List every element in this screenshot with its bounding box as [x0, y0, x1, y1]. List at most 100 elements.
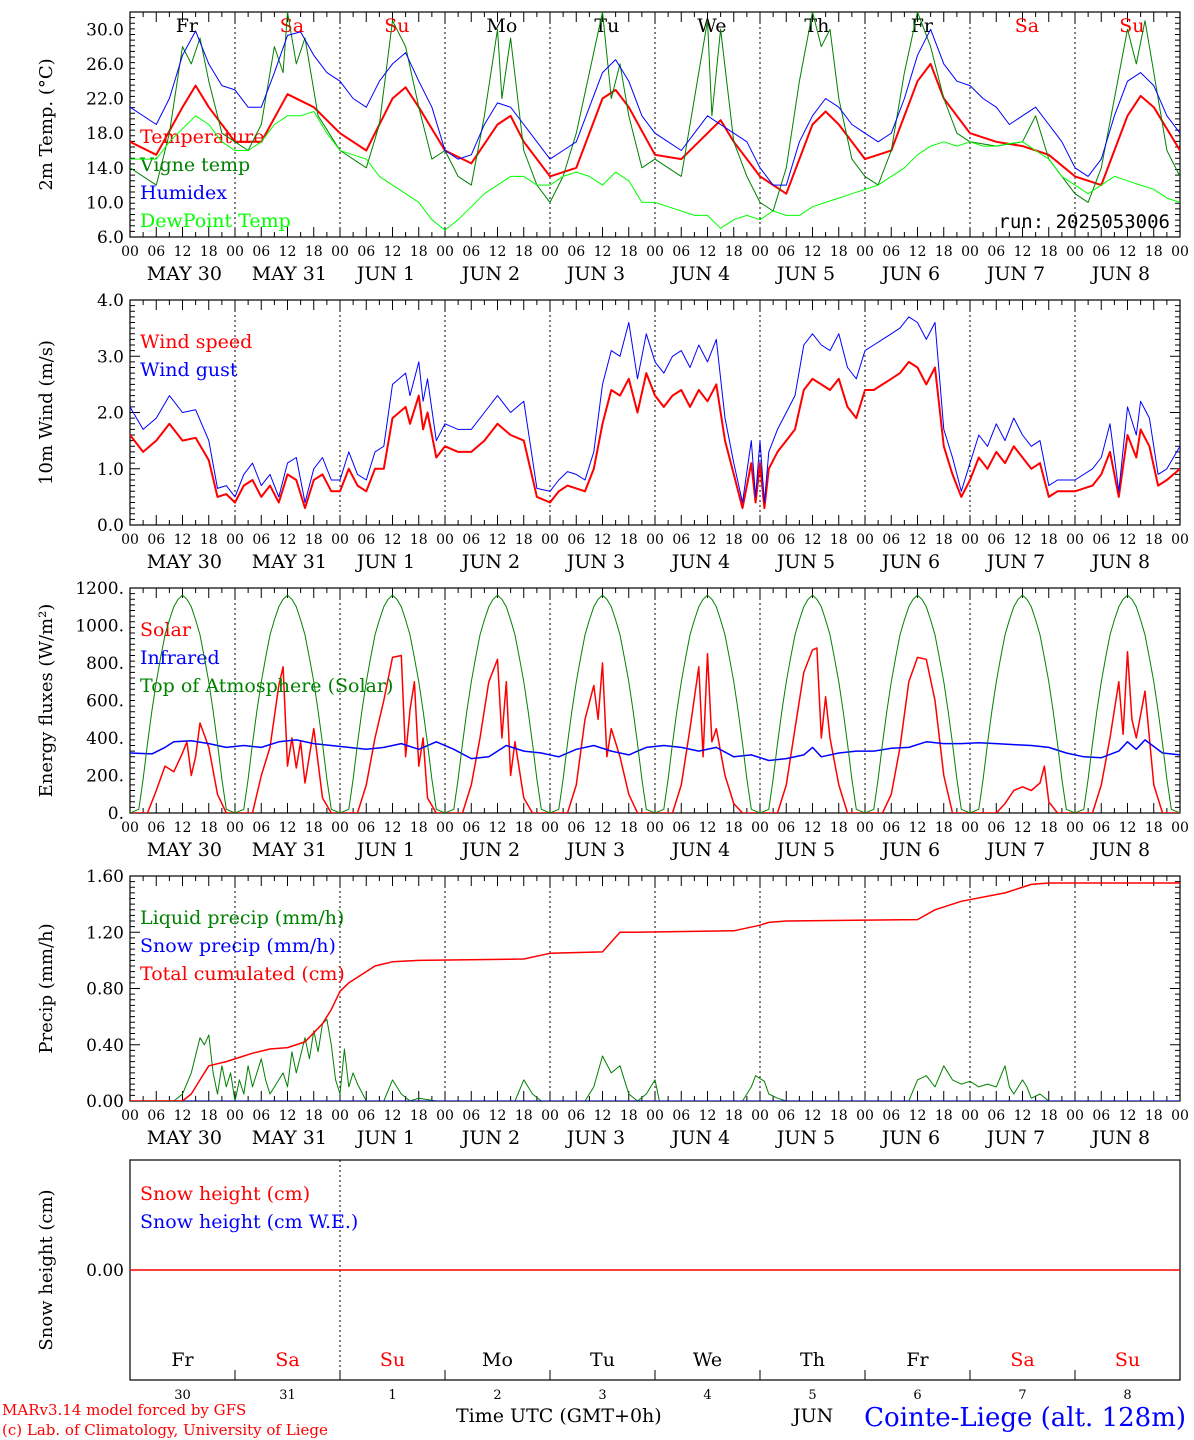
model-credit: MARv3.14 model forced by GFS (c) Lab. of… — [2, 1400, 328, 1440]
x-day-number: 30 — [174, 1388, 191, 1403]
x-hour-label: 00 — [1171, 532, 1189, 548]
x-hour-label: 12 — [384, 244, 402, 260]
x-hour-label: 18 — [1145, 244, 1163, 260]
y-tick-label: 0.00 — [86, 1261, 124, 1281]
x-hour-label: 12 — [1119, 820, 1137, 836]
x-hour-label: 06 — [672, 244, 690, 260]
x-hour-label: 12 — [279, 1108, 297, 1124]
x-hour-label: 12 — [699, 244, 717, 260]
x-hour-label: 06 — [252, 244, 270, 260]
x-date-label: JUN 5 — [775, 551, 835, 573]
x-day-number: 7 — [1018, 1388, 1026, 1403]
x-hour-label: 00 — [751, 532, 769, 548]
x-hour-label: 12 — [384, 820, 402, 836]
x-hour-label: 18 — [410, 820, 428, 836]
x-hour-label: 18 — [515, 1108, 533, 1124]
x-dow-label: Fr — [171, 1349, 194, 1371]
legend-entry: Wind speed — [140, 331, 252, 353]
x-hour-label: 00 — [646, 244, 664, 260]
x-hour-label: 00 — [961, 820, 979, 836]
y-tick-label: 1.60 — [86, 867, 124, 887]
dow-label: Su — [1119, 15, 1144, 37]
x-hour-label: 18 — [620, 244, 638, 260]
y-tick-label: 0.00 — [86, 1092, 124, 1112]
x-hour-label: 06 — [357, 532, 375, 548]
x-hour-label: 06 — [882, 1108, 900, 1124]
x-hour-label: 18 — [1040, 244, 1058, 260]
panel-3: 0. 200. 400. 600. 800. 1000. 1200. Energy fluxe… — [36, 579, 1189, 861]
x-hour-label: 12 — [594, 244, 612, 260]
y-tick-label: 18.0 — [86, 124, 124, 144]
x-hour-label: 18 — [200, 820, 218, 836]
series-line — [130, 647, 1180, 813]
x-hour-label: 12 — [909, 532, 927, 548]
x-date-label: JUN 3 — [565, 839, 625, 861]
x-day-number: 3 — [598, 1388, 606, 1403]
x-hour-label: 06 — [567, 1108, 585, 1124]
x-hour-label: 00 — [541, 532, 559, 548]
x-hour-label: 12 — [1119, 532, 1137, 548]
x-date-label: MAY 31 — [252, 263, 327, 285]
x-hour-label: 18 — [725, 820, 743, 836]
y-axis-label: 10m Wind (m/s) — [36, 340, 57, 485]
x-hour-label: 00 — [1066, 1108, 1084, 1124]
y-tick-label: 0.80 — [86, 980, 124, 1000]
x-hour-label: 06 — [567, 532, 585, 548]
x-hour-label: 12 — [489, 244, 507, 260]
x-hour-label: 12 — [594, 532, 612, 548]
x-hour-label: 00 — [751, 820, 769, 836]
x-date-label: JUN 4 — [670, 1127, 730, 1149]
x-date-label: JUN 2 — [460, 839, 520, 861]
x-date-label: JUN 6 — [880, 551, 940, 573]
x-hour-label: 18 — [515, 532, 533, 548]
x-hour-label: 12 — [279, 532, 297, 548]
y-tick-label: 400. — [86, 729, 124, 749]
x-hour-label: 12 — [1014, 532, 1032, 548]
x-day-number: 31 — [279, 1388, 296, 1403]
x-hour-label: 06 — [252, 532, 270, 548]
x-hour-label: 00 — [331, 820, 349, 836]
y-tick-label: 30.0 — [86, 20, 124, 40]
x-hour-label: 18 — [620, 820, 638, 836]
x-hour-label: 12 — [1014, 1108, 1032, 1124]
x-hour-label: 18 — [305, 532, 323, 548]
legend-entry: Liquid precip (mm/h) — [140, 907, 344, 929]
legend-entry: DewPoint Temp — [140, 210, 291, 232]
x-date-label: JUN 6 — [880, 263, 940, 285]
series-line — [130, 594, 1180, 813]
x-dow-label: Su — [1115, 1349, 1140, 1371]
y-tick-label: 6.0 — [97, 228, 124, 248]
x-hour-label: 06 — [882, 820, 900, 836]
x-date-label: MAY 31 — [252, 839, 327, 861]
x-date-label: JUN 5 — [775, 839, 835, 861]
x-date-label: JUN 7 — [985, 1127, 1045, 1149]
x-dow-label: Su — [380, 1349, 405, 1371]
x-dow-label: Fr — [906, 1349, 929, 1371]
x-hour-label: 06 — [462, 244, 480, 260]
x-hour-label: 18 — [725, 532, 743, 548]
x-hour-label: 06 — [357, 820, 375, 836]
x-hour-label: 00 — [331, 532, 349, 548]
x-hour-label: 00 — [226, 244, 244, 260]
x-hour-label: 18 — [935, 532, 953, 548]
x-day-number: 5 — [808, 1388, 816, 1403]
series-line — [130, 12, 1180, 212]
legend-entry: Total cumulated (cm) — [140, 963, 345, 985]
x-hour-label: 18 — [410, 532, 428, 548]
x-hour-label: 18 — [305, 244, 323, 260]
x-day-number: 6 — [913, 1388, 921, 1403]
x-hour-label: 18 — [410, 1108, 428, 1124]
x-hour-label: 12 — [804, 1108, 822, 1124]
x-hour-label: 06 — [357, 244, 375, 260]
x-hour-label: 00 — [646, 820, 664, 836]
x-dow-label: Sa — [1010, 1349, 1034, 1371]
x-hour-label: 00 — [121, 244, 139, 260]
x-hour-label: 00 — [1066, 532, 1084, 548]
dow-label: Mo — [486, 15, 517, 37]
x-hour-label: 00 — [646, 532, 664, 548]
x-date-label: JUN 5 — [775, 263, 835, 285]
x-hour-label: 00 — [856, 244, 874, 260]
x-hour-label: 18 — [830, 1108, 848, 1124]
y-tick-label: 4.0 — [97, 291, 124, 311]
x-hour-label: 00 — [1066, 244, 1084, 260]
